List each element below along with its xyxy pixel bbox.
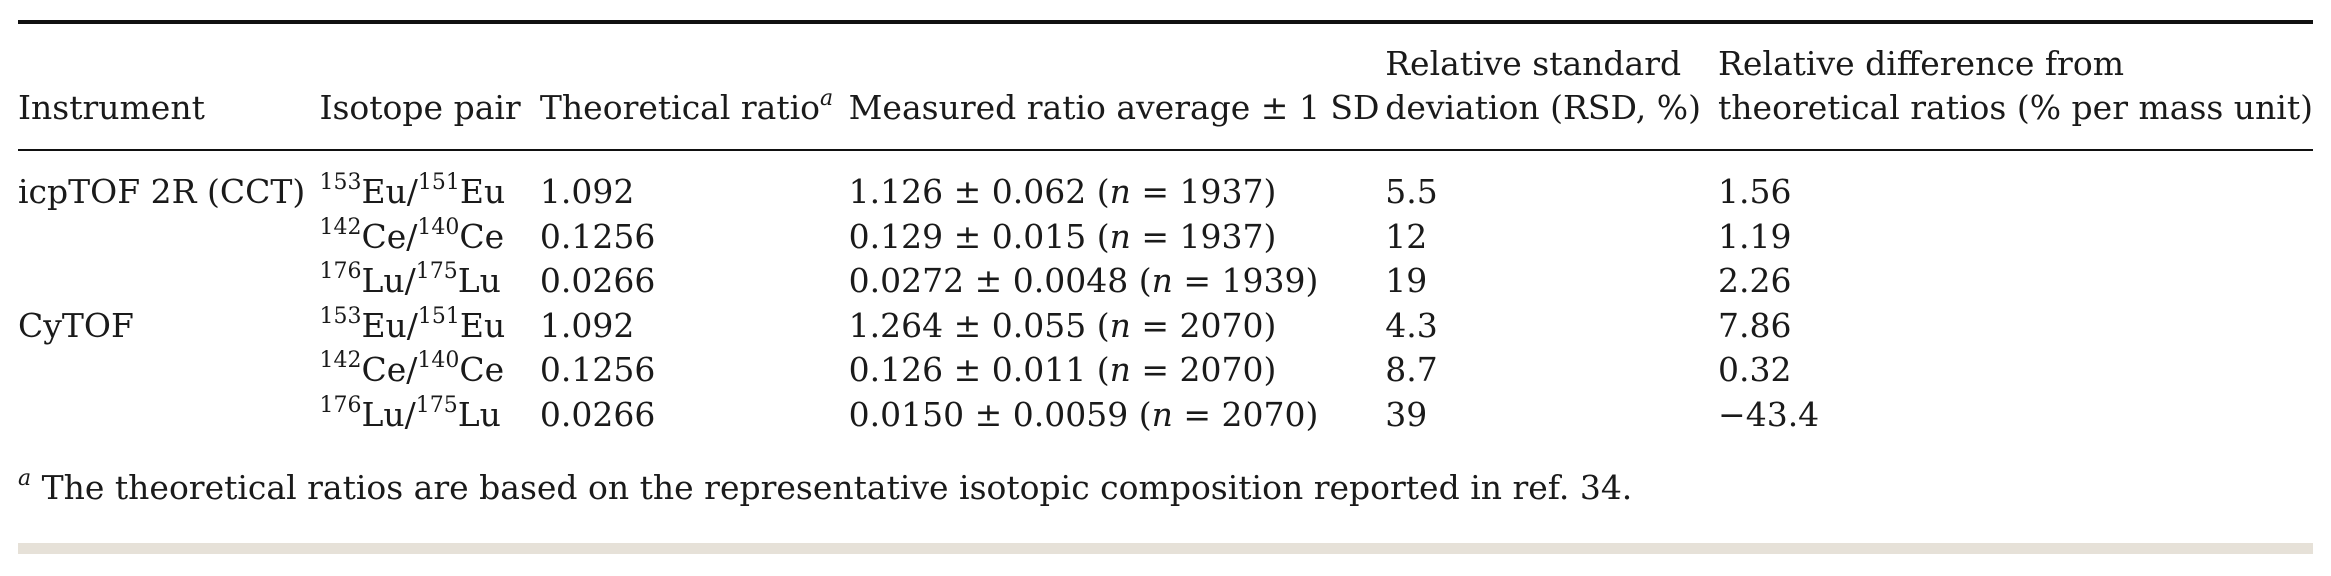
isotope-ratio-table: Relative standard Relative difference fr… [18,24,2313,437]
footnote-marker: a [18,466,32,491]
isotope-a-element: Eu [361,172,407,212]
table-footnote: a The theoretical ratios are based on th… [18,466,1633,508]
cell-isotope-pair: 153Eu/151Eu [319,303,506,345]
cell-rsd: 8.7 [1385,350,1438,390]
cell-instrument [18,215,319,260]
cell-measured: 0.126 ± 0.011 (n = 2070) [848,350,1277,390]
cell-reldiff: 2.26 [1718,261,1792,301]
isotope-a-element: Eu [361,305,407,345]
isotope-b-mass: 175 [415,259,458,285]
cell-reldiff: 0.32 [1718,350,1792,390]
cell-theoretical: 0.0266 [539,394,656,434]
isotope-a-mass: 142 [319,214,362,240]
cell-measured: 0.0150 ± 0.0059 (n = 2070) [848,394,1319,434]
cell-instrument: icpTOF 2R (CCT) [18,172,306,212]
cell-theoretical: 1.092 [539,172,635,212]
cell-theoretical: 1.092 [539,305,635,345]
isotope-b-mass: 151 [417,303,460,329]
cell-reldiff: 7.86 [1718,305,1792,345]
cell-isotope-pair: 176Lu/175Lu [319,259,501,301]
cell-reldiff: 1.19 [1718,216,1792,256]
isotope-a-element: Ce [361,216,407,256]
isotope-a-element: Ce [361,350,407,390]
cell-instrument [18,259,319,304]
cell-theoretical: 0.1256 [539,216,656,256]
cell-isotope-pair: 142Ce/140Ce [319,348,505,390]
isotope-a-mass: 176 [319,392,362,418]
isotope-b-mass: 140 [417,348,460,374]
isotope-a-element: Lu [361,261,405,301]
cell-rsd: 39 [1385,394,1428,434]
isotope-b-mass: 175 [415,392,458,418]
isotope-b-mass: 140 [417,214,460,240]
cell-rsd: 4.3 [1385,305,1438,345]
table-row: CyTOF 153Eu/151Eu 1.092 1.264 ± 0.055 (n = … [18,304,2313,349]
header-theoretical-footnote-marker: a [820,86,834,111]
isotope-a-mass: 176 [319,259,362,285]
footnote-text: The theoretical ratios are based on the … [31,468,1633,507]
table-header-rule [18,149,2313,151]
header-measured: Measured ratio average ± 1 SD [848,88,1380,127]
isotope-b-element: Eu [459,172,506,212]
table-row: 176Lu/175Lu 0.0266 0.0272 ± 0.0048 (n = 19… [18,259,2313,304]
table-row: 142Ce/140Ce 0.1256 0.129 ± 0.015 (n = 1937… [18,215,2313,260]
cell-measured: 0.129 ± 0.015 (n = 1937) [848,216,1277,256]
header-row-1: Relative standard Relative difference fr… [18,24,2313,86]
isotope-b-element: Ce [459,216,505,256]
cell-rsd: 5.5 [1385,172,1438,212]
isotope-a-element: Lu [361,394,405,434]
isotope-b-mass: 151 [417,170,460,196]
isotope-b-element: Lu [457,394,501,434]
header-reldiff-line1: Relative difference from [1718,44,2124,83]
cell-theoretical: 0.1256 [539,350,656,390]
cell-reldiff: −43.4 [1718,394,1820,434]
cell-measured: 0.0272 ± 0.0048 (n = 1939) [848,261,1319,301]
table-row: 142Ce/140Ce 0.1256 0.126 ± 0.011 (n = 2070… [18,348,2313,393]
header-instrument: Instrument [18,88,205,127]
cell-isotope-pair: 153Eu/151Eu [319,170,506,212]
cell-instrument [18,393,319,438]
cell-measured: 1.264 ± 0.055 (n = 2070) [848,305,1277,345]
footer-bar [18,543,2313,554]
cell-theoretical: 0.0266 [539,261,656,301]
cell-rsd: 12 [1385,216,1428,256]
cell-instrument: CyTOF [18,305,134,345]
isotope-b-element: Lu [457,261,501,301]
isotope-b-element: Eu [459,305,506,345]
header-row-2: Instrument Isotope pair Theoretical rati… [18,86,2313,144]
header-rsd-line2: deviation (RSD, %) [1385,88,1701,127]
cell-reldiff: 1.56 [1718,172,1792,212]
cell-measured: 1.126 ± 0.062 (n = 1937) [848,172,1277,212]
cell-isotope-pair: 142Ce/140Ce [319,214,505,256]
isotope-a-mass: 153 [319,303,362,329]
isotope-a-mass: 142 [319,348,362,374]
table-row: 176Lu/175Lu 0.0266 0.0150 ± 0.0059 (n = 20… [18,393,2313,438]
header-theoretical-label: Theoretical ratio [539,88,821,127]
header-rsd-line1: Relative standard [1385,44,1682,83]
cell-rsd: 19 [1385,261,1428,301]
isotope-b-element: Ce [459,350,505,390]
header-isotope-pair: Isotope pair [319,88,521,127]
table-row: icpTOF 2R (CCT) 153Eu/151Eu 1.092 1.126 ± 0… [18,144,2313,215]
isotope-a-mass: 153 [319,170,362,196]
header-reldiff-line2: theoretical ratios (% per mass unit) [1718,88,2313,127]
cell-isotope-pair: 176Lu/175Lu [319,392,501,434]
table-top-rule [18,20,2313,24]
cell-instrument [18,348,319,393]
header-theoretical: Theoretical ratioa [540,86,849,144]
